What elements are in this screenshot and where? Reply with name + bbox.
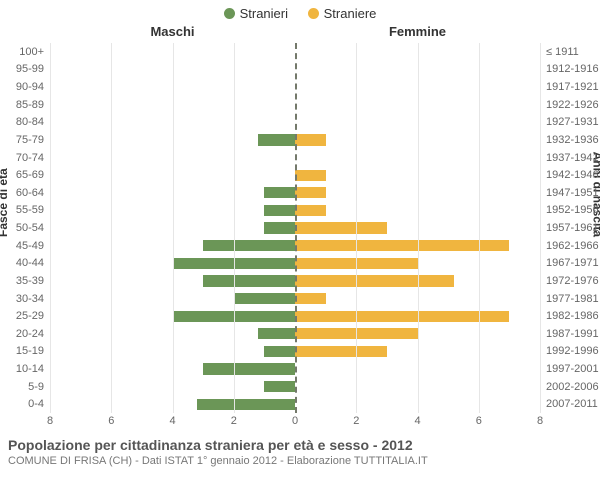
age-label: 75-79 <box>16 134 44 146</box>
age-label: 90-94 <box>16 81 44 93</box>
age-label: 15-19 <box>16 345 44 357</box>
birth-label: 1972-1976 <box>546 275 599 287</box>
legend-label-male: Stranieri <box>240 6 288 21</box>
x-tick: 8 <box>47 415 53 427</box>
bar-female <box>295 346 387 357</box>
legend-swatch-male <box>224 8 235 19</box>
grid-line <box>356 43 357 413</box>
plot-area: 100+≤ 191195-991912-191690-941917-192185… <box>50 43 540 431</box>
bar-male <box>258 328 295 339</box>
column-headers: Maschi Femmine <box>0 24 600 43</box>
x-tick: 4 <box>414 415 420 427</box>
birth-label: 1927-1931 <box>546 116 599 128</box>
x-tick: 4 <box>169 415 175 427</box>
x-axis: 8 6 4 2 0 2 4 6 8 <box>50 413 540 431</box>
x-tick: 6 <box>108 415 114 427</box>
age-label: 70-74 <box>16 152 44 164</box>
chart-footer: Popolazione per cittadinanza straniera p… <box>0 431 600 467</box>
legend-item-male: Stranieri <box>224 6 288 21</box>
birth-label: 1922-1926 <box>546 99 599 111</box>
age-label: 25-29 <box>16 310 44 322</box>
header-female: Femmine <box>295 24 540 39</box>
chart-title: Popolazione per cittadinanza straniera p… <box>8 437 592 453</box>
birth-label: 1982-1986 <box>546 310 599 322</box>
age-label: 40-44 <box>16 257 44 269</box>
x-tick: 6 <box>476 415 482 427</box>
age-label: 85-89 <box>16 99 44 111</box>
age-label: 0-4 <box>28 398 44 410</box>
bar-male <box>203 240 295 251</box>
chart-subtitle: COMUNE DI FRISA (CH) - Dati ISTAT 1° gen… <box>8 455 592 467</box>
grid-line <box>111 43 112 413</box>
grid-line <box>50 43 51 413</box>
zero-line <box>295 43 297 413</box>
bar-male <box>197 399 295 410</box>
pyramid-chart: Fasce di età Anni di nascita 100+≤ 19119… <box>0 43 600 431</box>
bar-female <box>295 293 326 304</box>
legend-swatch-female <box>308 8 319 19</box>
age-label: 45-49 <box>16 240 44 252</box>
age-label: 65-69 <box>16 169 44 181</box>
bar-female <box>295 134 326 145</box>
bar-male <box>258 134 295 145</box>
birth-label: 1952-1956 <box>546 204 599 216</box>
bar-female <box>295 311 509 322</box>
birth-label: 1957-1961 <box>546 222 599 234</box>
grid-line <box>418 43 419 413</box>
bar-male <box>203 275 295 286</box>
birth-label: 1942-1946 <box>546 169 599 181</box>
birth-label: 1937-1941 <box>546 152 599 164</box>
birth-label: ≤ 1911 <box>546 46 579 58</box>
x-tick: 2 <box>231 415 237 427</box>
bar-male <box>264 205 295 216</box>
age-label: 60-64 <box>16 187 44 199</box>
birth-label: 1917-1921 <box>546 81 599 93</box>
chart-legend: Stranieri Straniere <box>0 0 600 24</box>
x-tick: 0 <box>292 415 298 427</box>
birth-label: 1997-2001 <box>546 363 599 375</box>
age-label: 95-99 <box>16 63 44 75</box>
age-label: 30-34 <box>16 293 44 305</box>
age-label: 55-59 <box>16 204 44 216</box>
birth-label: 2007-2011 <box>546 398 598 410</box>
bar-male <box>264 346 295 357</box>
y-axis-title-left: Fasce di età <box>0 168 10 237</box>
birth-label: 1932-1936 <box>546 134 599 146</box>
age-label: 35-39 <box>16 275 44 287</box>
x-tick: 8 <box>537 415 543 427</box>
age-label: 80-84 <box>16 116 44 128</box>
bar-female <box>295 222 387 233</box>
birth-label: 2002-2006 <box>546 381 599 393</box>
bar-female <box>295 205 326 216</box>
bar-female <box>295 187 326 198</box>
x-tick: 2 <box>353 415 359 427</box>
bar-male <box>203 363 295 374</box>
legend-label-female: Straniere <box>324 6 377 21</box>
grid-line <box>479 43 480 413</box>
bar-female <box>295 170 326 181</box>
legend-item-female: Straniere <box>308 6 377 21</box>
bar-male <box>264 222 295 233</box>
bar-male <box>234 293 295 304</box>
age-label: 20-24 <box>16 328 44 340</box>
age-label: 10-14 <box>16 363 44 375</box>
birth-label: 1992-1996 <box>546 345 599 357</box>
birth-label: 1912-1916 <box>546 63 599 75</box>
header-male: Maschi <box>50 24 295 39</box>
age-label: 100+ <box>19 46 44 58</box>
grid-line <box>173 43 174 413</box>
birth-label: 1947-1951 <box>546 187 599 199</box>
birth-label: 1987-1991 <box>546 328 599 340</box>
birth-label: 1977-1981 <box>546 293 599 305</box>
age-label: 50-54 <box>16 222 44 234</box>
birth-label: 1967-1971 <box>546 257 599 269</box>
bar-male <box>264 381 295 392</box>
age-label: 5-9 <box>28 381 44 393</box>
bar-female <box>295 275 454 286</box>
grid-line <box>234 43 235 413</box>
bar-male <box>264 187 295 198</box>
grid-line <box>540 43 541 413</box>
birth-label: 1962-1966 <box>546 240 599 252</box>
bar-female <box>295 240 509 251</box>
